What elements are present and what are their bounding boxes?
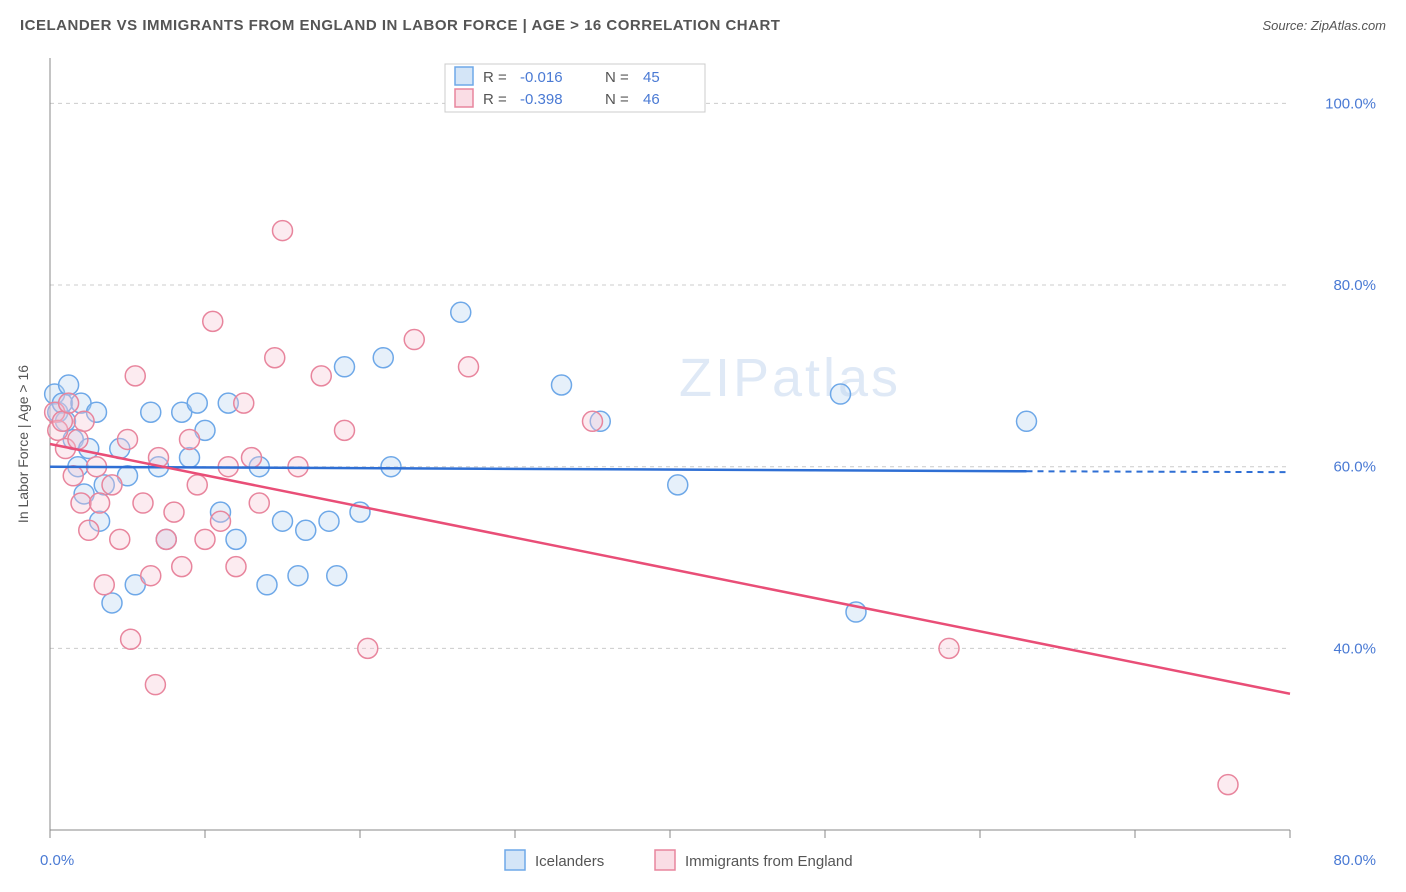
data-point <box>226 529 246 549</box>
data-point <box>156 529 176 549</box>
y-tick-label: 40.0% <box>1333 640 1376 657</box>
data-point <box>234 393 254 413</box>
legend-swatch <box>455 89 473 107</box>
trend-line <box>50 467 1027 472</box>
legend-n-value: 45 <box>643 69 660 86</box>
legend-swatch <box>455 67 473 85</box>
data-point <box>335 357 355 377</box>
data-point <box>242 448 262 468</box>
data-point <box>311 366 331 386</box>
data-point <box>90 493 110 513</box>
legend-n-label: N = <box>605 91 629 108</box>
data-point <box>1017 411 1037 431</box>
data-point <box>296 520 316 540</box>
data-point <box>195 529 215 549</box>
chart-svg: ICELANDER VS IMMIGRANTS FROM ENGLAND IN … <box>0 0 1406 892</box>
data-point <box>125 366 145 386</box>
data-point <box>404 330 424 350</box>
data-point <box>59 393 79 413</box>
data-point <box>141 402 161 422</box>
data-point <box>335 420 355 440</box>
y-tick-label: 60.0% <box>1333 459 1376 476</box>
data-point <box>583 411 603 431</box>
data-point <box>451 302 471 322</box>
data-point <box>187 475 207 495</box>
legend-n-label: N = <box>605 69 629 86</box>
legend-r-label: R = <box>483 69 507 86</box>
legend-r-value: -0.016 <box>520 69 563 86</box>
data-point <box>118 429 138 449</box>
data-point <box>71 493 91 513</box>
data-point <box>52 411 72 431</box>
data-point <box>94 575 114 595</box>
correlation-chart: ICELANDER VS IMMIGRANTS FROM ENGLAND IN … <box>0 0 1406 892</box>
data-point <box>249 493 269 513</box>
data-point <box>668 475 688 495</box>
y-axis-label: In Labor Force | Age > 16 <box>15 365 31 523</box>
legend-swatch <box>505 850 525 870</box>
data-point <box>110 529 130 549</box>
source-label: Source: ZipAtlas.com <box>1262 18 1386 33</box>
x-tick-label: 0.0% <box>40 852 74 869</box>
trend-line-ext <box>1027 471 1291 472</box>
data-point <box>1218 775 1238 795</box>
watermark: ZIPatlas <box>679 348 901 408</box>
legend-series-label: Immigrants from England <box>685 853 853 870</box>
data-point <box>552 375 572 395</box>
data-point <box>180 429 200 449</box>
data-point <box>211 511 231 531</box>
data-point <box>187 393 207 413</box>
data-point <box>164 502 184 522</box>
data-point <box>939 638 959 658</box>
data-point <box>121 629 141 649</box>
data-point <box>273 511 293 531</box>
data-point <box>180 448 200 468</box>
legend-swatch <box>655 850 675 870</box>
data-point <box>145 675 165 695</box>
data-point <box>203 311 223 331</box>
data-point <box>63 466 83 486</box>
data-point <box>831 384 851 404</box>
data-point <box>319 511 339 531</box>
data-point <box>226 557 246 577</box>
data-point <box>373 348 393 368</box>
data-point <box>59 375 79 395</box>
data-point <box>141 566 161 586</box>
data-point <box>273 221 293 241</box>
legend-series-label: Icelanders <box>535 853 604 870</box>
data-point <box>172 557 192 577</box>
data-point <box>327 566 347 586</box>
data-point <box>288 566 308 586</box>
legend-r-label: R = <box>483 91 507 108</box>
x-tick-label: 80.0% <box>1333 852 1376 869</box>
data-point <box>257 575 277 595</box>
legend-n-value: 46 <box>643 91 660 108</box>
data-point <box>358 638 378 658</box>
data-point <box>459 357 479 377</box>
data-point <box>74 411 94 431</box>
y-tick-label: 80.0% <box>1333 277 1376 294</box>
legend-r-value: -0.398 <box>520 91 563 108</box>
chart-title: ICELANDER VS IMMIGRANTS FROM ENGLAND IN … <box>20 17 780 34</box>
data-point <box>381 457 401 477</box>
data-point <box>265 348 285 368</box>
data-point <box>102 475 122 495</box>
data-point <box>79 520 99 540</box>
data-point <box>133 493 153 513</box>
data-point <box>68 429 88 449</box>
data-point <box>102 593 122 613</box>
y-tick-label: 100.0% <box>1325 95 1376 112</box>
